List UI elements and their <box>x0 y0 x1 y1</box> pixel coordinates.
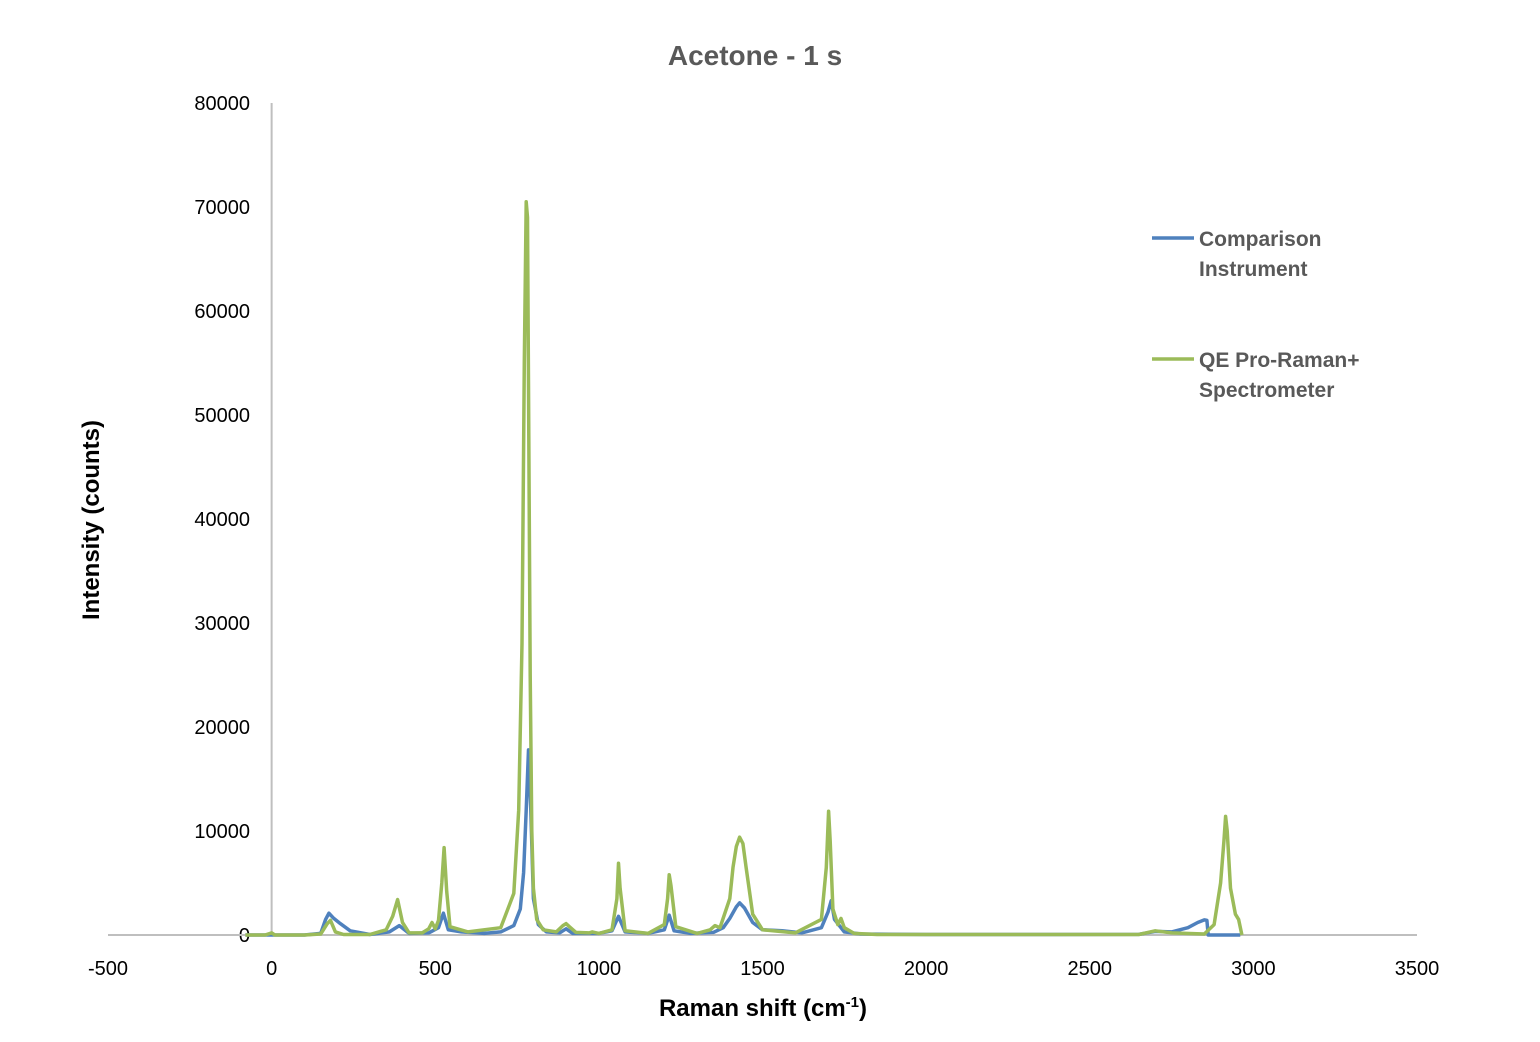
series-line-2 <box>245 200 1244 937</box>
x-tick-label: 1000 <box>577 958 622 980</box>
x-axis-title-end: ) <box>859 995 867 1022</box>
legend-label-1: Instrument <box>1199 258 1308 281</box>
x-axis-title-main: Raman shift (cm <box>659 995 846 1022</box>
legend-label-2: QE Pro-Raman+ <box>1199 349 1359 372</box>
y-tick-label: 70000 <box>194 197 250 219</box>
x-tick-label: 2500 <box>1068 958 1113 980</box>
y-tick-label: 50000 <box>194 405 250 427</box>
chart-title: Acetone - 1 s <box>668 40 842 71</box>
series-lines <box>245 200 1244 937</box>
x-tick-label: 2000 <box>904 958 949 980</box>
x-axis-title: Raman shift (cm-1) <box>659 994 867 1022</box>
x-tick-label: 3000 <box>1231 958 1276 980</box>
x-tick-label: 1500 <box>740 958 785 980</box>
x-tick-label: 500 <box>419 958 452 980</box>
y-tick-label: 20000 <box>194 717 250 739</box>
y-tick-label: 30000 <box>194 613 250 635</box>
legend-label-2: Spectrometer <box>1199 379 1334 402</box>
legend: Comparison Instrument QE Pro-Raman+ Spectro… <box>1152 228 1359 402</box>
y-tick-label: 40000 <box>194 509 250 531</box>
y-axis-title: Intensity (counts) <box>78 420 105 620</box>
x-axis-title-sup: -1 <box>846 994 859 1011</box>
y-tick-label: 80000 <box>194 93 250 115</box>
y-tick-label: 10000 <box>194 821 250 843</box>
y-tick-label: 60000 <box>194 301 250 323</box>
y-tick-labels: 0100002000030000400005000060000700008000… <box>194 93 250 947</box>
x-tick-label: -500 <box>88 958 128 980</box>
x-tick-labels: -500 0 500 1000 1500 2000 2500 3000 3500 <box>88 958 1439 980</box>
legend-label-1: Comparison <box>1199 228 1322 251</box>
x-tick-label: 3500 <box>1395 958 1440 980</box>
x-tick-label: 0 <box>266 958 277 980</box>
